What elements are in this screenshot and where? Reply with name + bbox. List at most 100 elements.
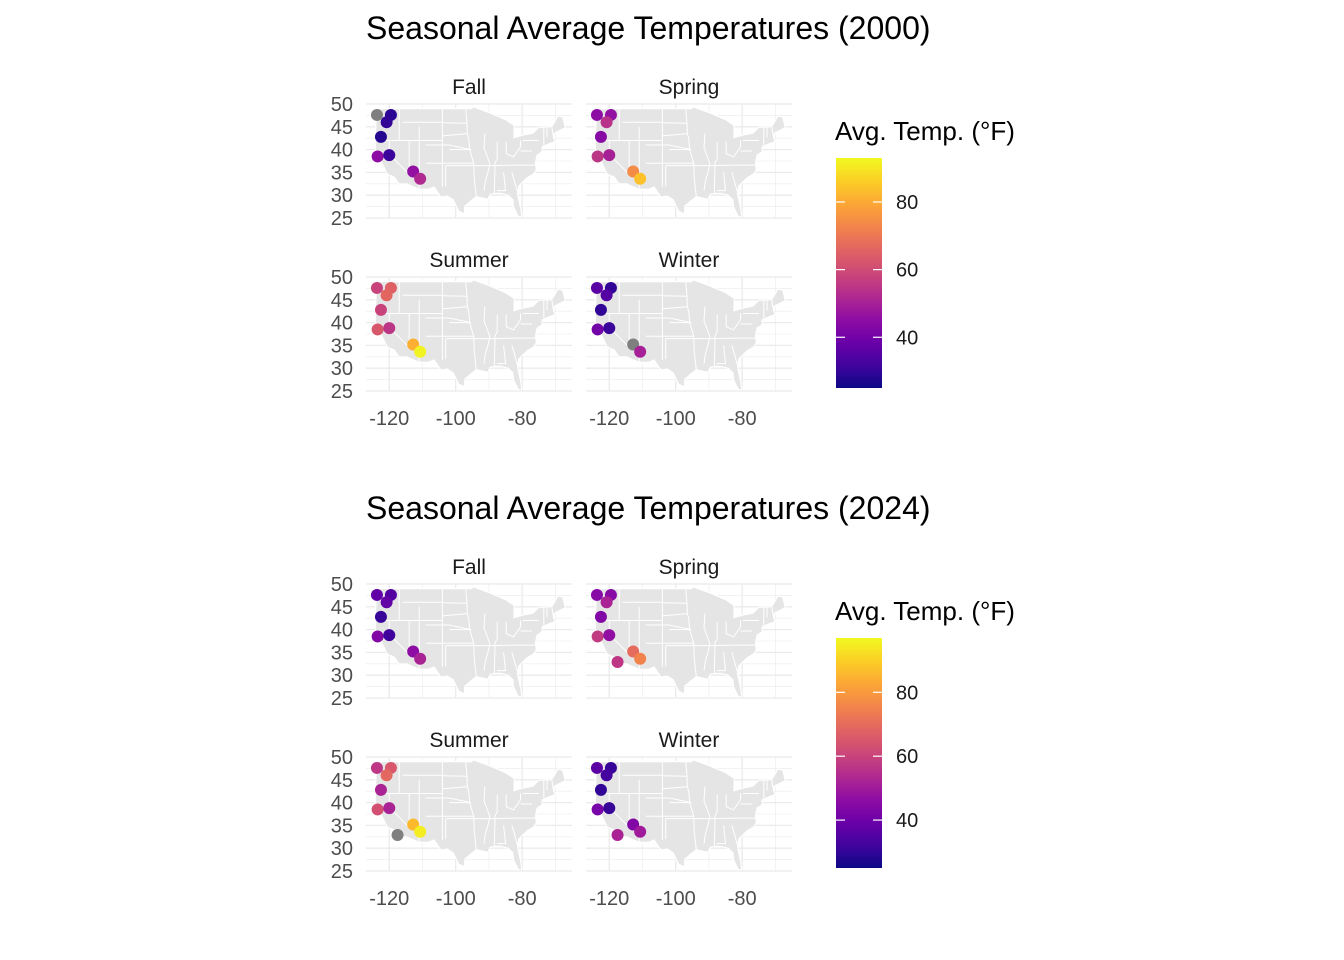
state-boundary (645, 797, 692, 804)
state-boundary (511, 652, 518, 673)
state-boundary (716, 172, 727, 192)
us-map-outline (592, 758, 787, 871)
figure-2000: Seasonal Average Temperatures (2000) Fal… (331, 10, 1015, 430)
state-boundary (645, 624, 692, 631)
state-boundary (662, 295, 688, 297)
state-boundary (725, 793, 741, 811)
state-boundary (505, 140, 521, 158)
chart-title: Seasonal Average Temperatures (2000) (366, 10, 931, 46)
data-point (380, 596, 393, 609)
state-boundary (685, 281, 697, 370)
figure-2024: Seasonal Average Temperatures (2024) Fal… (0, 480, 1344, 960)
state-boundary (665, 644, 756, 647)
state-boundary (685, 588, 697, 677)
data-point (634, 825, 647, 838)
state-boundary (645, 317, 692, 324)
state-boundary (442, 786, 468, 790)
y-tick-label: 25 (331, 208, 353, 230)
state-boundary (465, 761, 477, 850)
x-tick-label: -100 (656, 888, 696, 910)
state-boundary (493, 141, 498, 194)
us-map-outline (592, 105, 787, 218)
state-boundary (662, 602, 688, 604)
state-boundary (662, 133, 688, 137)
state-boundary (703, 133, 711, 191)
data-point (600, 116, 613, 129)
data-point (591, 803, 604, 816)
data-point (590, 108, 603, 121)
state-boundary (425, 624, 472, 631)
state-boundary (662, 306, 688, 310)
y-tick-label: 45 (331, 290, 353, 312)
facet-panel-spring: Spring (586, 76, 792, 219)
data-point (370, 281, 383, 294)
state-boundary (483, 613, 491, 671)
data-point (603, 629, 616, 642)
data-point (591, 630, 604, 643)
x-tick-label: -100 (436, 408, 476, 430)
data-point (371, 630, 384, 643)
state-boundary (662, 122, 688, 124)
facet-label: Winter (659, 729, 720, 752)
data-point (370, 108, 383, 121)
state-boundary (725, 620, 741, 638)
state-boundary (716, 345, 727, 365)
state-boundary (442, 295, 468, 297)
y-tick-label: 25 (331, 381, 353, 403)
data-point (371, 803, 384, 816)
data-point (370, 588, 383, 601)
legend-tick-label: 60 (896, 746, 918, 768)
legend-tick-label: 40 (896, 327, 918, 349)
y-tick-label: 45 (331, 117, 353, 139)
state-boundary (483, 306, 491, 364)
x-tick-label: -80 (508, 408, 537, 430)
state-boundary (731, 172, 738, 193)
state-boundary (442, 775, 468, 777)
state-boundary (665, 164, 756, 167)
y-tick-label: 35 (331, 335, 353, 357)
legend-tick-label: 40 (896, 810, 918, 832)
data-point (603, 802, 616, 815)
state-boundary (505, 313, 521, 331)
y-tick-label: 30 (331, 665, 353, 687)
state-boundary (685, 761, 697, 850)
legend: Avg. Temp. (°F) 40 60 80 (835, 596, 1015, 868)
y-tick-label: 50 (331, 267, 353, 289)
data-point (603, 322, 616, 335)
facet-label: Summer (429, 249, 508, 272)
state-boundary (703, 786, 711, 844)
state-boundary (445, 644, 536, 647)
state-boundary (496, 825, 507, 845)
state-boundary (713, 621, 718, 674)
state-boundary (483, 133, 491, 191)
state-boundary (551, 298, 554, 309)
state-boundary (665, 817, 756, 820)
data-point (374, 610, 387, 623)
facet-label: Spring (659, 76, 720, 99)
state-boundary (445, 337, 536, 340)
data-point (600, 769, 613, 782)
y-tick-label: 25 (331, 861, 353, 883)
state-boundary (442, 133, 468, 137)
facet-label: Summer (429, 729, 508, 752)
y-tick-label: 35 (331, 162, 353, 184)
facet-label: Winter (659, 249, 720, 272)
data-point (634, 345, 647, 358)
x-tick-label: -120 (369, 408, 409, 430)
state-boundary (725, 313, 741, 331)
state-boundary (496, 172, 507, 192)
facet-label: Fall (452, 76, 486, 99)
data-point (371, 150, 384, 163)
us-map-outline (592, 278, 787, 391)
x-tick-label: -120 (589, 408, 629, 430)
state-boundary (771, 298, 774, 309)
state-boundary (493, 621, 498, 674)
data-point (591, 150, 604, 163)
data-point (590, 761, 603, 774)
legend-title: Avg. Temp. (°F) (835, 116, 1015, 146)
us-map-outline (372, 105, 567, 218)
state-boundary (445, 164, 536, 167)
state-boundary (465, 588, 477, 677)
